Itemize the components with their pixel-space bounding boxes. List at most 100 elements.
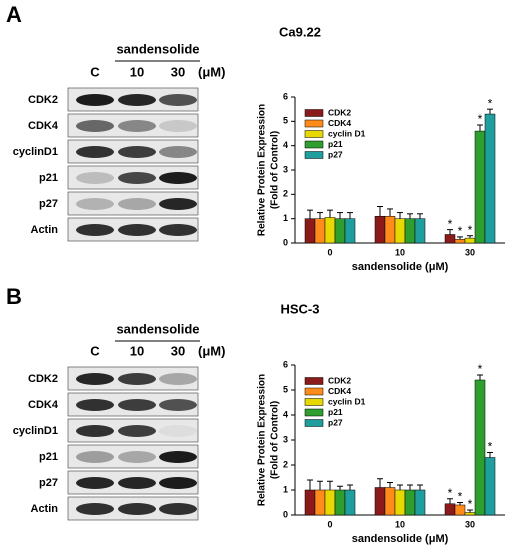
- bar: [454, 239, 466, 244]
- y-tick-label: 5: [283, 384, 288, 394]
- bar: [384, 215, 396, 244]
- blot-band: [159, 425, 197, 437]
- legend-swatch: [304, 151, 324, 159]
- lane-label: 10: [130, 64, 144, 79]
- legend-swatch: [304, 387, 324, 396]
- panel-label: A: [6, 2, 22, 27]
- x-tick-label: 30: [465, 519, 475, 529]
- x-axis-label: sandensolide (μM): [352, 533, 449, 545]
- legend-label: CDK4: [328, 386, 351, 396]
- bar: [334, 489, 346, 516]
- significance-mark: *: [458, 490, 463, 504]
- y-tick-label: 0: [283, 237, 288, 247]
- bar: [464, 512, 476, 516]
- blot-band: [118, 477, 156, 489]
- bar: [484, 457, 496, 516]
- significance-mark: *: [488, 440, 493, 454]
- blot-band: [118, 146, 156, 158]
- significance-mark: *: [448, 486, 453, 500]
- blot-band: [118, 198, 156, 210]
- blot-band: [76, 120, 114, 132]
- bar: [324, 217, 336, 244]
- significance-mark: *: [468, 497, 473, 511]
- legend-label: cyclin D1: [328, 396, 366, 406]
- protein-label: p27: [39, 477, 58, 489]
- blot-band: [76, 146, 114, 158]
- chart-title: Ca9.22: [279, 24, 321, 39]
- legend-swatch: [304, 419, 324, 427]
- blot-band: [76, 451, 114, 463]
- bar: [304, 218, 316, 244]
- blot-band: [118, 451, 156, 463]
- blot-band: [159, 198, 197, 210]
- bar: [444, 503, 456, 516]
- protein-label: Actin: [31, 224, 59, 236]
- treatment-label: sandensolide: [116, 41, 199, 56]
- blot-band: [159, 451, 197, 463]
- blot-band: [76, 399, 114, 411]
- x-tick-label: 0: [327, 247, 332, 257]
- protein-label: cyclinD1: [13, 425, 58, 437]
- y-tick-label: 6: [283, 91, 288, 101]
- blot-band: [118, 120, 156, 132]
- x-tick-label: 30: [465, 247, 475, 257]
- bar: [404, 489, 416, 516]
- lane-label: 30: [171, 64, 185, 79]
- blot-band: [159, 172, 197, 184]
- unit-label: (μM): [198, 343, 225, 358]
- y-tick-label: 6: [283, 359, 288, 369]
- bar: [304, 489, 316, 516]
- bar: [464, 237, 476, 244]
- blot-band: [76, 94, 114, 106]
- bar: [374, 487, 386, 516]
- unit-label: (μM): [198, 64, 225, 79]
- y-axis-label: Relative Protein Expression: [257, 374, 268, 506]
- blot-band: [76, 373, 114, 385]
- bar: [344, 489, 356, 516]
- bar: [404, 218, 416, 244]
- y-tick-label: 2: [283, 459, 288, 469]
- significance-mark: *: [478, 112, 483, 126]
- protein-label: p27: [39, 198, 58, 210]
- blot-band: [118, 425, 156, 437]
- blot-band: [76, 172, 114, 184]
- blot-band: [159, 503, 197, 515]
- y-tick-label: 4: [283, 140, 288, 150]
- x-axis-label: sandensolide (μM): [352, 261, 449, 273]
- blot-band: [76, 224, 114, 236]
- legend-swatch: [304, 119, 324, 128]
- y-axis-label: (Fold of Control): [270, 131, 281, 209]
- lane-label: 10: [130, 343, 144, 358]
- y-tick-label: 1: [283, 484, 288, 494]
- bar: [454, 504, 466, 516]
- significance-mark: *: [478, 362, 483, 376]
- blot-band: [159, 146, 197, 158]
- bar: [324, 489, 336, 516]
- blot-band: [76, 503, 114, 515]
- protein-label: CDK2: [28, 94, 58, 106]
- significance-mark: *: [488, 96, 493, 110]
- blot-band: [118, 503, 156, 515]
- significance-mark: *: [458, 224, 463, 238]
- legend-swatch: [304, 130, 324, 138]
- protein-label: p21: [39, 451, 58, 463]
- lane-label: C: [90, 343, 100, 358]
- bar: [484, 113, 496, 244]
- y-tick-label: 3: [283, 164, 288, 174]
- blot-band: [118, 224, 156, 236]
- legend-label: cyclin D1: [328, 128, 366, 138]
- lane-label: 30: [171, 343, 185, 358]
- legend-label: CDK4: [328, 118, 351, 128]
- y-tick-label: 1: [283, 213, 288, 223]
- legend-label: p27: [328, 417, 343, 427]
- blot-band: [118, 399, 156, 411]
- blot-band: [159, 373, 197, 385]
- blot-band: [159, 477, 197, 489]
- blot-band: [76, 425, 114, 437]
- protein-label: CDK4: [28, 120, 59, 132]
- y-tick-label: 2: [283, 189, 288, 199]
- bar: [474, 130, 486, 244]
- y-tick-label: 0: [283, 509, 288, 519]
- blot-band: [76, 477, 114, 489]
